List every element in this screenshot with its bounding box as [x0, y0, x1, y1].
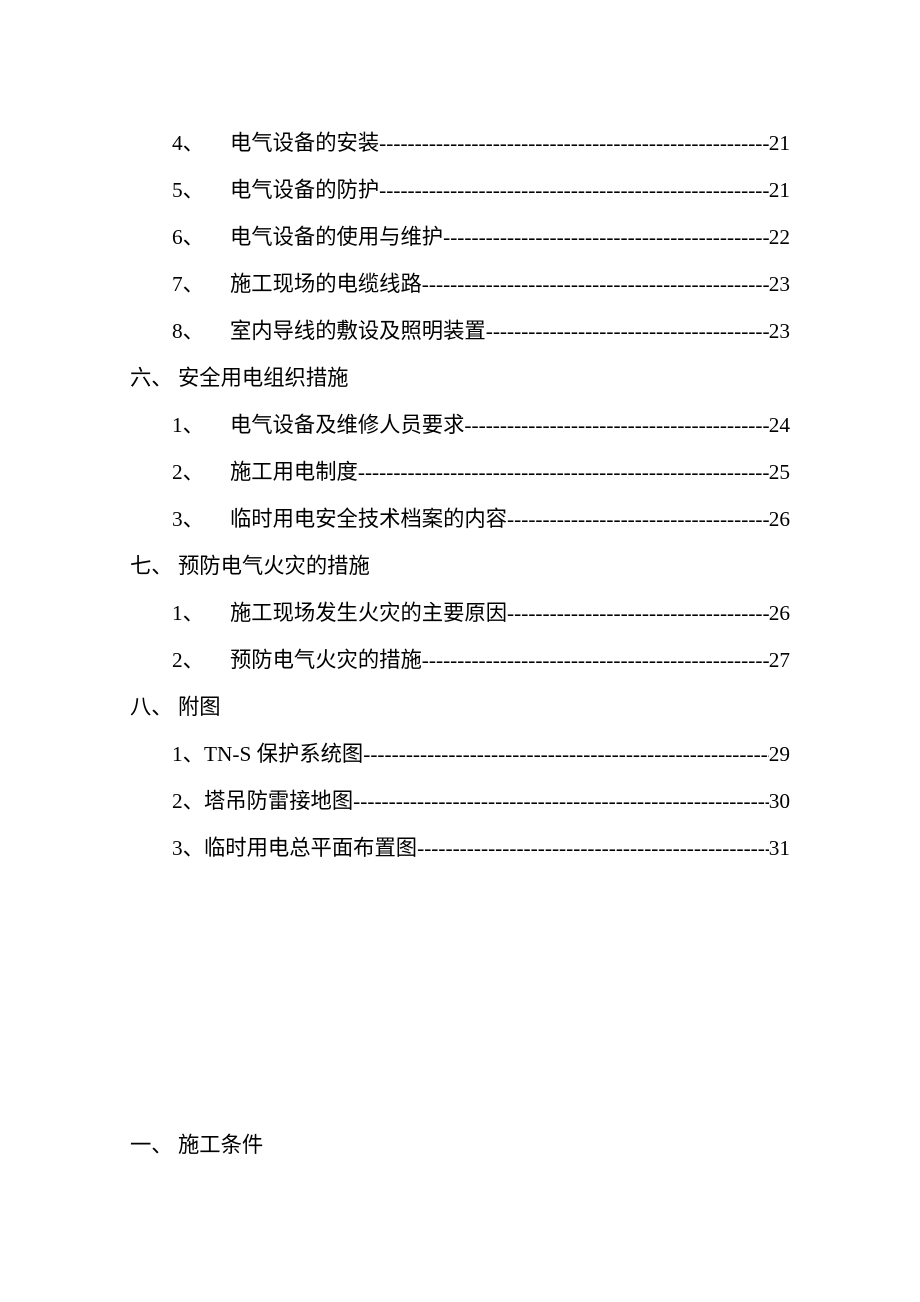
bottom-section-heading: 一、 施工条件	[130, 1128, 263, 1159]
toc-entry: 6、电气设备的使用与维护----------------------------…	[172, 214, 790, 261]
heading-number: 七、	[130, 543, 173, 590]
entry-label: 临时用电安全技术档案的内容	[230, 496, 507, 543]
section-heading: 七、 预防电气火灾的措施	[130, 543, 790, 590]
entry-number: 7、	[172, 261, 204, 308]
leader-dashes: ----------------------------------------…	[464, 402, 768, 449]
toc-entry: 2、预防电气火灾的措施-----------------------------…	[172, 637, 790, 684]
toc-entry: 7、施工现场的电缆线路-----------------------------…	[172, 261, 790, 308]
entry-number: 2、	[172, 637, 204, 684]
heading-label: 预防电气火灾的措施	[178, 543, 370, 590]
entry-label: 施工用电制度	[230, 449, 358, 496]
leader-dashes: ----------------------------------------…	[486, 308, 769, 355]
entry-label: 预防电气火灾的措施	[230, 637, 422, 684]
entry-page: 25	[769, 449, 790, 496]
entry-page: 26	[769, 496, 790, 543]
entry-page: 26	[769, 590, 790, 637]
section-heading: 六、 安全用电组织措施	[130, 355, 790, 402]
leader-dashes: ----------------------------------------…	[363, 731, 768, 778]
toc-entry: 2、施工用电制度--------------------------------…	[172, 449, 790, 496]
leader-dashes: ----------------------------------------…	[507, 590, 769, 637]
entry-label: 电气设备及维修人员要求	[230, 402, 464, 449]
entry-number: 3、	[172, 496, 204, 543]
entry-number: 1、	[172, 402, 204, 449]
entry-number: 6、	[172, 214, 204, 261]
entry-label: 施工现场发生火灾的主要原因	[230, 590, 507, 637]
entry-number: 2、	[172, 778, 204, 825]
toc-entry: 3、临时用电总平面布置图----------------------------…	[172, 825, 790, 872]
leader-dashes: ----------------------------------------…	[353, 778, 769, 825]
entry-page: 21	[769, 120, 790, 167]
entry-page: 27	[769, 637, 790, 684]
entry-number: 5、	[172, 167, 204, 214]
toc-entry: 8、室内导线的敷设及照明装置--------------------------…	[172, 308, 790, 355]
entry-number: 2、	[172, 449, 204, 496]
leader-dashes: ----------------------------------------…	[417, 825, 769, 872]
entry-number: 3、	[172, 825, 204, 872]
heading-label: 附图	[178, 684, 221, 731]
entry-label: 电气设备的安装	[230, 120, 379, 167]
entry-label: TN-S 保护系统图	[204, 731, 363, 778]
leader-dashes: ----------------------------------------…	[379, 120, 769, 167]
leader-dashes: ----------------------------------------…	[443, 214, 769, 261]
toc-entry: 5、电气设备的防护-------------------------------…	[172, 167, 790, 214]
section-heading: 八、 附图	[130, 684, 790, 731]
heading-number: 一、	[130, 1128, 173, 1159]
leader-dashes: ----------------------------------------…	[422, 637, 769, 684]
toc-entry: 4、电气设备的安装-------------------------------…	[172, 120, 790, 167]
entry-page: 24	[769, 402, 790, 449]
entry-label: 电气设备的防护	[230, 167, 379, 214]
toc-entry: 2、塔吊防雷接地图 ------------------------------…	[172, 778, 790, 825]
entry-label: 临时用电总平面布置图	[204, 825, 417, 872]
leader-dashes: ----------------------------------------…	[507, 496, 769, 543]
entry-label: 电气设备的使用与维护	[230, 214, 443, 261]
entry-page: 22	[769, 214, 790, 261]
entry-page: 23	[769, 308, 790, 355]
entry-label: 施工现场的电缆线路	[230, 261, 422, 308]
entry-page: 29	[769, 731, 790, 778]
toc-entry: 1、施工现场发生火灾的主要原因-------------------------…	[172, 590, 790, 637]
leader-dashes: ----------------------------------------…	[422, 261, 769, 308]
leader-dashes: ----------------------------------------…	[379, 167, 769, 214]
entry-page: 31	[769, 825, 790, 872]
entry-page: 30	[769, 778, 790, 825]
toc-entry: 3、临时用电安全技术档案的内容-------------------------…	[172, 496, 790, 543]
entry-number: 1、	[172, 590, 204, 637]
heading-label: 安全用电组织措施	[178, 355, 349, 402]
entry-label: 塔吊防雷接地图	[204, 778, 353, 825]
toc-entry: 1、TN-S 保护系统图----------------------------…	[172, 731, 790, 778]
entry-number: 4、	[172, 120, 204, 167]
entry-page: 23	[769, 261, 790, 308]
heading-number: 六、	[130, 355, 173, 402]
toc-entry: 1、电气设备及维修人员要求---------------------------…	[172, 402, 790, 449]
leader-dashes: ----------------------------------------…	[358, 449, 769, 496]
entry-page: 21	[769, 167, 790, 214]
entry-label: 室内导线的敷设及照明装置	[230, 308, 486, 355]
entry-number: 1、	[172, 731, 204, 778]
heading-number: 八、	[130, 684, 173, 731]
heading-label: 施工条件	[178, 1128, 263, 1159]
toc-container: 4、电气设备的安装-------------------------------…	[130, 120, 790, 872]
entry-number: 8、	[172, 308, 204, 355]
